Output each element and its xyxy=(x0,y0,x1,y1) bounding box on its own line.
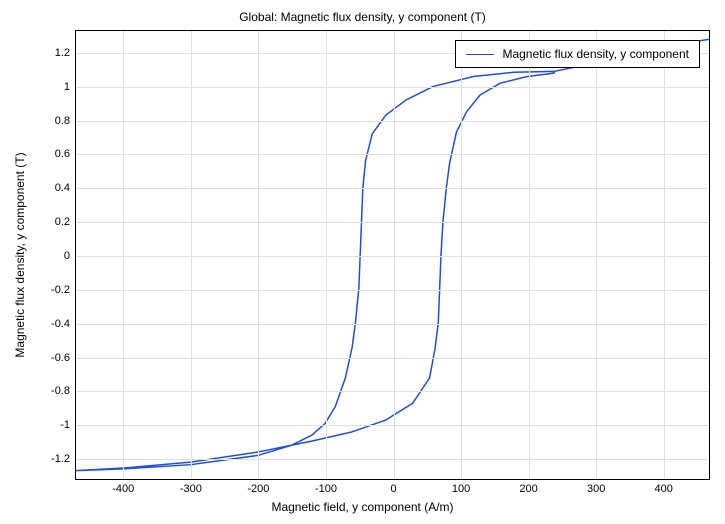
grid-line-v xyxy=(258,31,259,479)
grid-line-v xyxy=(596,31,597,479)
y-tick-label: -0.4 xyxy=(51,318,70,330)
y-tick-label: -1.2 xyxy=(51,453,70,465)
grid-line-h xyxy=(76,256,709,257)
y-tick-label: 0.6 xyxy=(55,148,70,160)
grid-line-h xyxy=(76,459,709,460)
x-tick-label: 0 xyxy=(390,483,396,495)
x-tick-label: 100 xyxy=(452,483,470,495)
y-tick-label: -0.2 xyxy=(51,284,70,296)
legend-line-icon xyxy=(466,54,494,55)
y-tick-label: 0 xyxy=(64,250,70,262)
x-tick-label: 300 xyxy=(587,483,605,495)
x-tick-label: -400 xyxy=(112,483,134,495)
grid-line-h xyxy=(76,87,709,88)
x-axis-label: Magnetic field, y component (A/m) xyxy=(271,500,453,514)
x-tick-label: 400 xyxy=(655,483,673,495)
y-tick-label: 1.2 xyxy=(55,47,70,59)
y-tick-label: 0.2 xyxy=(55,216,70,228)
legend-label: Magnetic flux density, y component xyxy=(502,47,689,61)
grid-line-h xyxy=(76,358,709,359)
grid-line-h xyxy=(76,121,709,122)
y-tick-label: 0.4 xyxy=(55,182,70,194)
grid-line-v xyxy=(191,31,192,479)
grid-line-v xyxy=(326,31,327,479)
x-tick-label: -300 xyxy=(180,483,202,495)
chart-series xyxy=(76,31,709,479)
y-tick-label: -0.8 xyxy=(51,385,70,397)
grid-line-h xyxy=(76,391,709,392)
grid-line-h xyxy=(76,324,709,325)
grid-line-h xyxy=(76,188,709,189)
y-axis-label: Magnetic flux density, y component (T) xyxy=(13,152,27,357)
y-tick-label: -1 xyxy=(60,419,70,431)
x-tick-label: 200 xyxy=(519,483,537,495)
y-tick-label: -0.6 xyxy=(51,352,70,364)
grid-line-v xyxy=(123,31,124,479)
grid-line-v xyxy=(461,31,462,479)
grid-line-v xyxy=(394,31,395,479)
x-tick-label: -200 xyxy=(247,483,269,495)
grid-line-v xyxy=(664,31,665,479)
y-tick-label: 0.8 xyxy=(55,115,70,127)
grid-line-h xyxy=(76,290,709,291)
chart-title: Global: Magnetic flux density, y compone… xyxy=(0,10,725,24)
plot-area: -400-300-200-1000100200300400-1.2-1-0.8-… xyxy=(75,30,710,480)
grid-line-h xyxy=(76,425,709,426)
grid-line-h xyxy=(76,154,709,155)
chart-container: Global: Magnetic flux density, y compone… xyxy=(0,0,725,524)
grid-line-h xyxy=(76,222,709,223)
grid-line-v xyxy=(529,31,530,479)
legend: Magnetic flux density, y component xyxy=(455,40,700,68)
x-tick-label: -100 xyxy=(315,483,337,495)
series-hysteresis-loop xyxy=(76,71,554,470)
y-tick-label: 1 xyxy=(64,81,70,93)
